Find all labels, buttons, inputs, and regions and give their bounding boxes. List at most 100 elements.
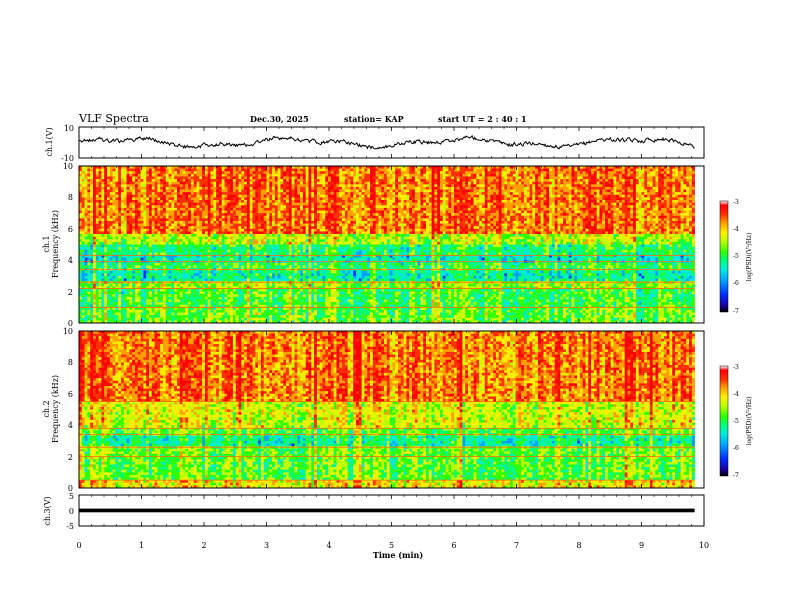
ch1-spectrogram-cell [574, 218, 578, 222]
ch1-spectrogram-cell [493, 234, 500, 237]
ch1-spectrogram-cell [574, 171, 578, 175]
ch1-spectrogram-cell [294, 192, 298, 196]
ch1-spectrogram-cell [176, 202, 181, 206]
ch1-spectrogram-cell [462, 197, 469, 201]
ch1-spectrogram-cell [518, 166, 522, 169]
ch1-spectrogram-cell [347, 173, 351, 177]
ch1-spectrogram-cell [395, 166, 399, 169]
ch1-spectrogram-cell [509, 166, 514, 169]
ch1-spectrogram-cell [140, 207, 144, 211]
ch1-spectrogram-cell [151, 228, 158, 232]
ch1-spectrogram-cell [644, 166, 648, 169]
ch1-spectrogram-cell [165, 192, 172, 196]
ch1-spectrogram-cell [104, 236, 108, 240]
ch1-spectrogram-cell [210, 236, 220, 240]
ch1-spectrogram-cell [658, 181, 662, 185]
ch1-spectrogram-cell [190, 173, 195, 177]
ch1-spectrogram-cell [546, 171, 550, 175]
ch1-spectrogram-cell [535, 223, 539, 227]
ch1-spectrogram-cell [512, 166, 516, 169]
ch1-spectrogram-cell [398, 166, 402, 169]
ch1-spectrogram-cell [358, 179, 362, 182]
ch1-spectrogram-cell [641, 194, 645, 198]
ch1-spectrogram-cell [146, 184, 150, 188]
ch1-spectrogram-cell [398, 179, 402, 182]
ch1-spectrogram-cell [81, 166, 85, 169]
ch1-spectrogram-cell [686, 176, 693, 180]
ch1-spectrogram-cell [683, 181, 690, 185]
ch1-spectrogram-cell [661, 197, 665, 201]
ch1-spectrogram-cell [543, 234, 547, 237]
ch1-spectrogram-cell [132, 207, 136, 211]
ch1-spectrogram-cell [101, 171, 105, 175]
ch1-spectrogram-cell [232, 186, 239, 190]
ch1-spectrogram-cell [448, 210, 455, 214]
ch1-spectrogram-cell [621, 194, 625, 198]
ch1-spectrogram-cell [378, 236, 382, 240]
ch1-spectrogram-cell [204, 234, 209, 237]
ch1-spectrogram-cell [647, 228, 651, 232]
ch1-spectrogram-cell [179, 228, 183, 232]
ch1-spectrogram-cell [230, 207, 234, 211]
ch1-spectrogram-cell [367, 186, 371, 190]
ch1-spectrogram-cell [300, 210, 306, 214]
ch1-spectrogram-cell [493, 194, 497, 198]
ch1-spectrogram-cell [512, 239, 516, 243]
ch1-spectrogram-cell [638, 223, 642, 227]
ch1-spectrogram-cell [624, 168, 628, 172]
ch1-spectrogram-cell [437, 234, 441, 237]
ch1-spectrogram-cell [188, 205, 192, 209]
ch1-spectrogram-cell [507, 220, 514, 224]
ch1-spectrogram-cell [196, 239, 200, 243]
ch1-spectrogram-cell [593, 171, 597, 175]
ch1-spectrogram-cell [277, 194, 281, 198]
ch1-spectrogram-cell [232, 223, 248, 227]
ch1-spectrogram-cell [118, 215, 122, 219]
ch1-spectrogram-cell [686, 234, 690, 237]
ch1-spectrogram-cell [591, 205, 597, 209]
ch1-spectrogram-cell [420, 231, 424, 235]
ch1-spectrogram-cell [204, 223, 214, 227]
ch1-spectrogram-cell [610, 231, 614, 235]
ch1-spectrogram-cell [137, 171, 141, 175]
ch1-spectrogram-cell [417, 176, 427, 180]
ch1-spectrogram-cell [565, 197, 569, 201]
ch1-spectrogram-cell [551, 215, 556, 219]
ch1-spectrogram-cell [302, 197, 306, 201]
ch1-spectrogram-cell [588, 179, 592, 182]
ch1-spectrogram-cell [607, 189, 611, 193]
ch1-spectrogram-cell [439, 194, 444, 198]
ch1-spectrogram-cell [204, 220, 209, 224]
ch1-spectrogram-cell [336, 207, 346, 211]
ch1-spectrogram-cell [521, 234, 530, 237]
ch1-spectrogram-cell [311, 166, 315, 169]
ch1-spectrogram-cell [412, 210, 416, 214]
ch1-spectrogram-cell [398, 200, 402, 203]
ch1-spectrogram-cell [344, 231, 348, 235]
ch1-spectrogram-cell [92, 220, 97, 224]
ch1-spectrogram-cell [176, 200, 181, 203]
ch1-spectrogram-cell [182, 210, 186, 214]
ch1-spectrogram-cell [224, 173, 228, 177]
ch1-spectrogram-cell [641, 192, 645, 196]
ch1-spectrogram-cell [571, 202, 575, 206]
ch1-spectrogram-cell [126, 205, 130, 209]
ch1-spectrogram-cell [577, 189, 583, 193]
ch1-spectrogram-cell [453, 166, 458, 169]
ch1-spectrogram-cell [417, 181, 421, 185]
ch1-spectrogram-cell [501, 192, 505, 196]
ch1-spectrogram-cell [412, 220, 418, 224]
ch1-spectrogram-cell [350, 192, 354, 196]
ch1-spectrogram-cell [481, 194, 486, 198]
ch1-spectrogram-cell [616, 179, 620, 182]
ch1-spectrogram-cell [207, 166, 214, 169]
ch1-spectrogram-cell [218, 184, 223, 188]
ch1-spectrogram-cell [165, 179, 169, 182]
ch1-spectrogram-cell [92, 205, 97, 209]
ch1-spectrogram-cell [680, 171, 684, 175]
ch1-spectrogram-cell [495, 192, 500, 196]
ch1-spectrogram-cell [148, 173, 153, 177]
ch1-spectrogram-cell [456, 202, 472, 206]
ch1-spectrogram-cell [638, 176, 645, 180]
ch1-spectrogram-cell [574, 205, 578, 209]
